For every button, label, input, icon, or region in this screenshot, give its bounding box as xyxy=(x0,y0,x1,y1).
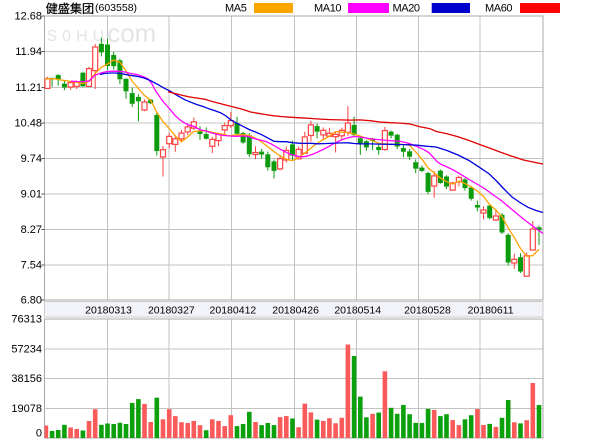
svg-text:20180313: 20180313 xyxy=(85,305,132,317)
svg-text:7.54: 7.54 xyxy=(21,260,42,272)
svg-text:11.21: 11.21 xyxy=(15,82,42,94)
svg-text:38156: 38156 xyxy=(11,373,42,385)
svg-text:20180327: 20180327 xyxy=(148,305,195,317)
svg-text:MA10: MA10 xyxy=(314,3,341,15)
svg-text:20180528: 20180528 xyxy=(404,305,451,317)
svg-text:0: 0 xyxy=(36,428,42,440)
svg-text:MA5: MA5 xyxy=(225,3,247,15)
svg-text:20180514: 20180514 xyxy=(334,305,381,317)
svg-text:20180412: 20180412 xyxy=(210,305,257,317)
svg-text:6.80: 6.80 xyxy=(21,295,42,307)
svg-text:8.27: 8.27 xyxy=(21,224,42,236)
svg-text:12.68: 12.68 xyxy=(14,11,42,23)
svg-text:(603558): (603558) xyxy=(95,2,137,14)
svg-text:20180611: 20180611 xyxy=(468,305,514,317)
svg-text:9.74: 9.74 xyxy=(21,153,42,165)
svg-text:20180426: 20180426 xyxy=(272,305,319,317)
svg-text:76313: 76313 xyxy=(11,314,42,326)
svg-text:10.48: 10.48 xyxy=(14,118,42,130)
svg-text:19078: 19078 xyxy=(11,403,42,415)
svg-text:MA60: MA60 xyxy=(485,3,512,15)
svg-text:S0HU: S0HU xyxy=(47,28,110,45)
svg-text:11.94: 11.94 xyxy=(15,46,42,58)
svg-text:MA20: MA20 xyxy=(393,3,420,15)
svg-text:57234: 57234 xyxy=(11,343,42,355)
svg-text:.com: .com xyxy=(100,18,156,48)
svg-text:9.01: 9.01 xyxy=(21,189,42,201)
